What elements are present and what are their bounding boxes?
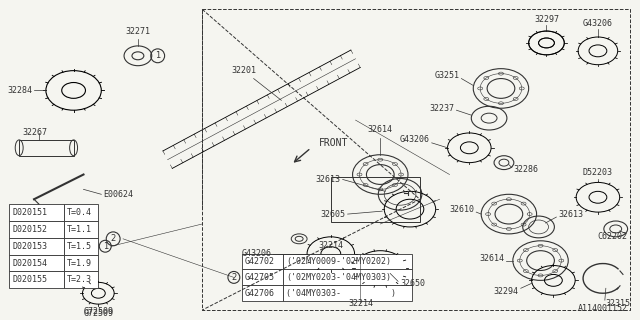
Bar <box>284 254 412 269</box>
Text: 32237: 32237 <box>429 104 454 113</box>
Bar <box>19 140 74 156</box>
Text: 32650: 32650 <box>400 279 425 288</box>
Bar <box>64 221 99 238</box>
Text: 2: 2 <box>231 273 237 282</box>
Text: G43206: G43206 <box>583 19 613 28</box>
Text: D020151: D020151 <box>12 208 47 217</box>
Text: 32613: 32613 <box>558 210 583 219</box>
Text: 32214: 32214 <box>318 241 343 250</box>
Bar <box>10 204 64 221</box>
Text: 32315: 32315 <box>606 299 631 308</box>
Text: ('04MY0303-          ): ('04MY0303- ) <box>286 289 396 298</box>
Bar <box>331 178 420 222</box>
Bar <box>242 254 284 269</box>
Text: FRONT: FRONT <box>319 138 348 148</box>
Text: G43206: G43206 <box>241 249 271 258</box>
Bar <box>64 238 99 255</box>
Text: 1: 1 <box>155 51 160 60</box>
Text: E00624: E00624 <box>103 190 133 199</box>
Text: 32605: 32605 <box>321 210 346 219</box>
Text: D020153: D020153 <box>12 242 47 251</box>
Text: D52203: D52203 <box>583 168 613 177</box>
Text: A114001152: A114001152 <box>577 304 628 313</box>
Text: 32271: 32271 <box>125 27 150 36</box>
Text: T=2.3: T=2.3 <box>67 276 92 284</box>
Text: G72509: G72509 <box>83 308 113 317</box>
Text: G3251: G3251 <box>435 71 460 80</box>
Text: 32294: 32294 <box>494 287 519 296</box>
Text: 32284: 32284 <box>7 86 32 95</box>
Text: 32614: 32614 <box>479 254 504 263</box>
Text: C62202: C62202 <box>598 232 628 241</box>
Text: T=1.1: T=1.1 <box>67 225 92 234</box>
Bar <box>64 255 99 271</box>
Text: 32267: 32267 <box>22 128 47 138</box>
Bar <box>64 204 99 221</box>
Bar <box>10 221 64 238</box>
Bar <box>242 269 284 285</box>
Text: ('02MY0203-'04MY0303): ('02MY0203-'04MY0303) <box>286 273 391 282</box>
Text: G43206: G43206 <box>400 135 429 144</box>
Text: 2: 2 <box>111 234 116 243</box>
Text: 32201: 32201 <box>232 66 257 75</box>
Bar <box>284 285 412 301</box>
Bar <box>242 285 284 301</box>
Bar <box>10 271 64 288</box>
Text: 1: 1 <box>102 242 108 251</box>
Text: T=1.9: T=1.9 <box>67 259 92 268</box>
Bar <box>284 269 412 285</box>
Bar <box>10 238 64 255</box>
Bar <box>10 255 64 271</box>
Text: G72509: G72509 <box>83 307 113 316</box>
Text: D020152: D020152 <box>12 225 47 234</box>
Text: D020155: D020155 <box>12 276 47 284</box>
Text: ('02MY0009-'02MY0202): ('02MY0009-'02MY0202) <box>286 257 391 266</box>
Text: G42706: G42706 <box>244 289 275 298</box>
Text: 32297: 32297 <box>534 15 559 24</box>
Text: D020154: D020154 <box>12 259 47 268</box>
Text: T=0.4: T=0.4 <box>67 208 92 217</box>
Text: G42702: G42702 <box>244 257 275 266</box>
Bar <box>64 271 99 288</box>
Text: G42705: G42705 <box>244 273 275 282</box>
Text: 32610: 32610 <box>449 204 474 214</box>
Text: 32614: 32614 <box>368 125 393 134</box>
Text: 32286: 32286 <box>514 165 539 174</box>
Text: 32613: 32613 <box>316 175 340 184</box>
Text: T=1.5: T=1.5 <box>67 242 92 251</box>
Text: 32214: 32214 <box>348 299 373 308</box>
